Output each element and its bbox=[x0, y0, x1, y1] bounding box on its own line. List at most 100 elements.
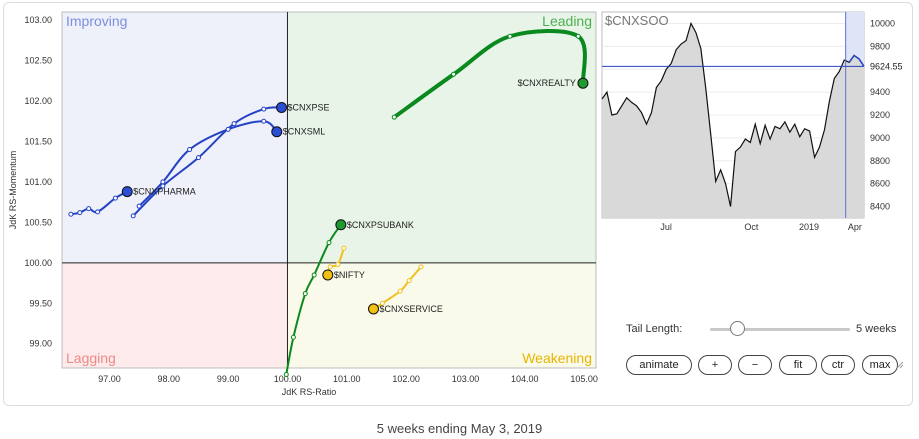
price-line bbox=[601, 21, 865, 207]
tail-point bbox=[391, 114, 397, 120]
y-tick-label: 100.00 bbox=[24, 258, 52, 268]
tail-point bbox=[302, 291, 308, 297]
price-chart: $CNXSOO 8400 8600 8800 9000 9200 9400 9800 10000… bbox=[601, 11, 903, 232]
price-y-tick-label: 8400 bbox=[870, 202, 890, 212]
tail-point bbox=[160, 179, 166, 185]
tail-point bbox=[341, 245, 347, 251]
series-label-cnxrealty: $CNXREALTY bbox=[518, 78, 576, 88]
series-head-cnxsml bbox=[271, 126, 283, 138]
tail-point bbox=[283, 371, 289, 377]
chart-caption: 5 weeks ending May 3, 2019 bbox=[376, 421, 543, 436]
series-cnxrealty: $CNXREALTY bbox=[391, 28, 589, 120]
tail-point bbox=[187, 147, 193, 153]
tail-point bbox=[68, 211, 74, 217]
y-tick-label: 102.50 bbox=[24, 56, 52, 66]
tail-point bbox=[95, 209, 101, 215]
tail-point bbox=[406, 278, 412, 284]
tail-length-value: 5 weeks bbox=[856, 323, 897, 335]
price-y-tick-label: 10000 bbox=[870, 18, 895, 28]
tail-point bbox=[136, 203, 142, 209]
series-cnxpsubank: $CNXPSUBANK bbox=[283, 219, 414, 377]
tail-point bbox=[326, 240, 332, 246]
quadrant-label-leading: Leading bbox=[542, 13, 592, 29]
tail-point bbox=[112, 195, 118, 201]
plot-frame bbox=[61, 11, 597, 369]
y-axis-title: JdK RS-Momentum bbox=[8, 151, 18, 230]
tail-point bbox=[261, 118, 267, 124]
quadrant-label-weakening: Weakening bbox=[522, 350, 592, 366]
price-x-tick-label: Oct bbox=[744, 222, 759, 232]
max-button[interactable]: max bbox=[862, 355, 898, 375]
x-tick-label: 103.00 bbox=[452, 374, 480, 384]
tail-point bbox=[327, 264, 333, 270]
x-axis-title: JdK RS-Ratio bbox=[282, 387, 337, 397]
series-label-cnxsml: $CNXSML bbox=[283, 127, 326, 137]
zoom-in-button[interactable]: + bbox=[698, 355, 732, 375]
series-head-cnxpharma bbox=[121, 186, 133, 198]
resize-grip-icon[interactable] bbox=[896, 361, 904, 369]
tail-point bbox=[451, 71, 457, 77]
y-tick-label: 102.00 bbox=[24, 96, 52, 106]
x-tick-label: 97.00 bbox=[98, 374, 121, 384]
series-label-cnxpsubank: $CNXPSUBANK bbox=[347, 220, 414, 230]
y-tick-label: 100.50 bbox=[24, 217, 52, 227]
tail-point bbox=[195, 155, 201, 161]
price-x-tick-label: Apr bbox=[848, 222, 862, 232]
tail-point bbox=[379, 300, 385, 306]
tail-point bbox=[397, 288, 403, 294]
series-head-cnxpsubank bbox=[335, 219, 347, 231]
x-tick-label: 102.00 bbox=[392, 374, 420, 384]
chart-panel: Improving Leading Lagging Weakening 97.00 98.… bbox=[3, 2, 913, 406]
controls-area: Tail Length: 5 weeks animate + − fit ctr… bbox=[622, 321, 912, 391]
animate-button[interactable]: animate bbox=[626, 355, 692, 375]
price-chart-title: $CNXSOO bbox=[605, 13, 669, 28]
quadrant-label-lagging: Lagging bbox=[66, 350, 116, 366]
series-cnxpharma: $CNXPHARMA bbox=[68, 186, 196, 217]
tail-point bbox=[77, 210, 83, 216]
price-x-tick-label: 2019 bbox=[799, 222, 819, 232]
zoom-out-button[interactable]: − bbox=[738, 355, 772, 375]
tail-slider-thumb[interactable] bbox=[730, 321, 745, 336]
x-tick-label: 101.00 bbox=[333, 374, 361, 384]
quadrant-weakening bbox=[287, 262, 596, 368]
series-head-cnxpse bbox=[276, 101, 288, 113]
price-y-tick-label: 9800 bbox=[870, 41, 890, 51]
quadrant-label-improving: Improving bbox=[66, 13, 127, 29]
tail-point bbox=[225, 126, 231, 132]
y-tick-label: 101.00 bbox=[24, 177, 52, 187]
y-tick-label: 101.50 bbox=[24, 136, 52, 146]
series-nifty: $NIFTY bbox=[322, 245, 365, 281]
current-value-label: 9624.55 bbox=[870, 61, 903, 71]
y-tick-label: 99.00 bbox=[29, 339, 52, 349]
x-tick-label: 99.00 bbox=[217, 374, 240, 384]
price-y-tick-label: 8600 bbox=[870, 179, 890, 189]
series-head-nifty bbox=[322, 269, 334, 281]
tail-point bbox=[335, 261, 341, 267]
series-label-cnxservice: $CNXSERVICE bbox=[380, 304, 443, 314]
rrg-chart[interactable]: Improving Leading Lagging Weakening 97.00 98.… bbox=[4, 3, 604, 407]
series-label-cnxpharma: $CNXPHARMA bbox=[133, 187, 196, 197]
series-cnxservice: $CNXSERVICE bbox=[368, 264, 443, 315]
center-button[interactable]: ctr bbox=[821, 355, 855, 375]
tail-slider-track[interactable] bbox=[710, 328, 850, 331]
tail-length-slider[interactable] bbox=[710, 321, 850, 337]
series-head-cnxservice bbox=[368, 303, 379, 315]
price-y-tick-label: 8800 bbox=[870, 156, 890, 166]
price-x-tick-label: Jul bbox=[660, 222, 672, 232]
price-recent-line bbox=[848, 54, 865, 67]
tail-point bbox=[507, 33, 513, 39]
x-tick-label: 100.00 bbox=[274, 374, 302, 384]
tail-point bbox=[231, 121, 237, 127]
price-y-tick-label: 9400 bbox=[870, 87, 890, 97]
tail-point bbox=[418, 264, 424, 270]
tail-point bbox=[130, 213, 136, 219]
tail-point bbox=[575, 33, 581, 39]
series-label-cnxpse: $CNXPSE bbox=[288, 102, 330, 112]
tail-point bbox=[311, 272, 317, 278]
fit-button[interactable]: fit bbox=[779, 355, 817, 375]
quadrant-improving bbox=[62, 12, 288, 263]
x-tick-label: 98.00 bbox=[158, 374, 181, 384]
tail-length-label: Tail Length: bbox=[626, 323, 683, 335]
price-y-tick-label: 9200 bbox=[870, 110, 890, 120]
tail-point bbox=[290, 334, 296, 340]
